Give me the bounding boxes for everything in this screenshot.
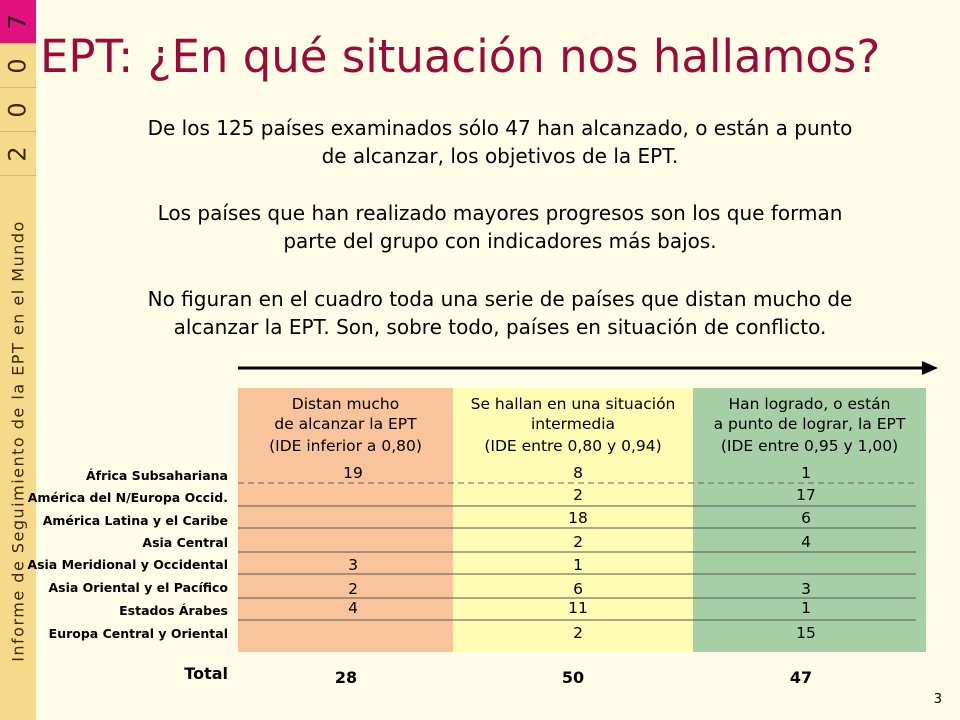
cell-asia-oriental-col3: 3 (801, 580, 811, 598)
band-digit-2: 2 (0, 132, 36, 176)
column-intermediate-header-line-3: (IDE entre 0,80 y 0,94) (484, 437, 662, 455)
row-label-asia-oriental: Asia Oriental y el Pacífico (48, 580, 228, 595)
column-far-header-line-2: de alcanzar la EPT (274, 415, 417, 433)
cell-estados-arabes-col2: 11 (568, 599, 588, 617)
cell-africa-col2: 8 (573, 464, 583, 482)
cell-asia-meridional-col2: 1 (573, 556, 583, 574)
cell-asia-central-col2: 2 (573, 533, 583, 551)
row-label-asia-central: Asia Central (142, 535, 228, 550)
row-label-estados-arabes: Estados Árabes (119, 603, 228, 618)
band-digit-7: 7 (0, 0, 36, 44)
cell-asia-oriental-col2: 6 (573, 580, 583, 598)
total-col2: 50 (561, 668, 585, 687)
cell-africa-col1: 19 (343, 464, 363, 482)
cell-america-latina-col3: 6 (801, 509, 811, 527)
total-col3: 47 (789, 668, 813, 687)
cell-america-norte-col3: 17 (796, 486, 816, 504)
cell-estados-arabes-col1: 4 (348, 599, 358, 617)
total-label: Total (184, 664, 228, 683)
column-achieved-header-line-3: (IDE entre 0,95 y 1,00) (720, 437, 899, 455)
cell-europa-central-col2: 2 (573, 624, 583, 642)
column-far-header-line-1: Distan mucho (291, 395, 400, 413)
cell-africa-col3: 1 (801, 464, 811, 482)
row-label-america-latina: América Latina y el Caribe (42, 513, 228, 528)
cell-asia-oriental-col1: 2 (348, 580, 358, 598)
band-digit-0a: 0 (0, 44, 36, 88)
column-intermediate: Se hallan en una situación intermedia (I… (453, 388, 693, 652)
cell-asia-central-col3: 4 (801, 533, 811, 551)
cell-asia-meridional-col1: 3 (348, 556, 358, 574)
paragraph-1-line-1: De los 125 países examinados sólo 47 han… (147, 116, 853, 140)
row-label-asia-meridional: Asia Meridional y Occidental (27, 557, 228, 572)
column-achieved-header-line-2: a punto de lograr, la EPT (713, 415, 906, 433)
column-achieved-header-line-1: Han logrado, o están (728, 395, 891, 413)
band-digit-0b: 0 (0, 88, 36, 132)
paragraph-2-line-1: Los países que han realizado mayores pro… (157, 201, 843, 225)
cell-europa-central-col3: 15 (796, 624, 816, 642)
paragraph-2-line-2: parte del grupo con indicadores más bajo… (283, 229, 717, 253)
paragraph-3-line-1: No figuran en el cuadro toda una serie d… (147, 287, 853, 311)
paragraph-3-line-2: alcanzar la EPT. Son, sobre todo, países… (173, 315, 827, 339)
column-intermediate-header: Se hallan en una situación intermedia (I… (453, 394, 693, 456)
column-intermediate-header-line-1: Se hallan en una situación (470, 395, 676, 413)
cell-america-latina-col2: 18 (568, 509, 588, 527)
paragraph-1-line-2: de alcanzar, los objetivos de la EPT. (321, 144, 679, 168)
column-achieved: Han logrado, o están a punto de lograr, … (693, 388, 926, 652)
paragraph-3: No figuran en el cuadro toda una serie d… (60, 285, 940, 341)
row-label-africa-subsahariana: África Subsahariana (85, 468, 228, 483)
progress-arrow-icon (238, 361, 938, 375)
row-label-america-norte-europa: América del N/Europa Occid. (27, 490, 228, 505)
row-label-europa-central: Europa Central y Oriental (48, 626, 228, 641)
paragraph-1: De los 125 países examinados sólo 47 han… (60, 114, 940, 170)
column-far-header: Distan mucho de alcanzar la EPT (IDE inf… (238, 394, 453, 456)
cell-america-norte-col2: 2 (573, 486, 583, 504)
total-col1: 28 (334, 668, 358, 687)
column-achieved-header: Han logrado, o están a punto de lograr, … (693, 394, 926, 456)
paragraph-2: Los países que han realizado mayores pro… (60, 199, 940, 255)
slide-title: EPT: ¿En qué situación nos hallamos? (40, 30, 881, 83)
column-far: Distan mucho de alcanzar la EPT (IDE inf… (238, 388, 453, 652)
sidebar-band: 7 0 0 2 Informe de Seguimiento de la EPT… (0, 0, 36, 720)
page-number: 3 (933, 692, 942, 707)
column-intermediate-header-line-2: intermedia (530, 415, 616, 433)
cell-estados-arabes-col3: 1 (801, 599, 811, 617)
column-far-header-line-3: (IDE inferior a 0,80) (269, 437, 422, 455)
